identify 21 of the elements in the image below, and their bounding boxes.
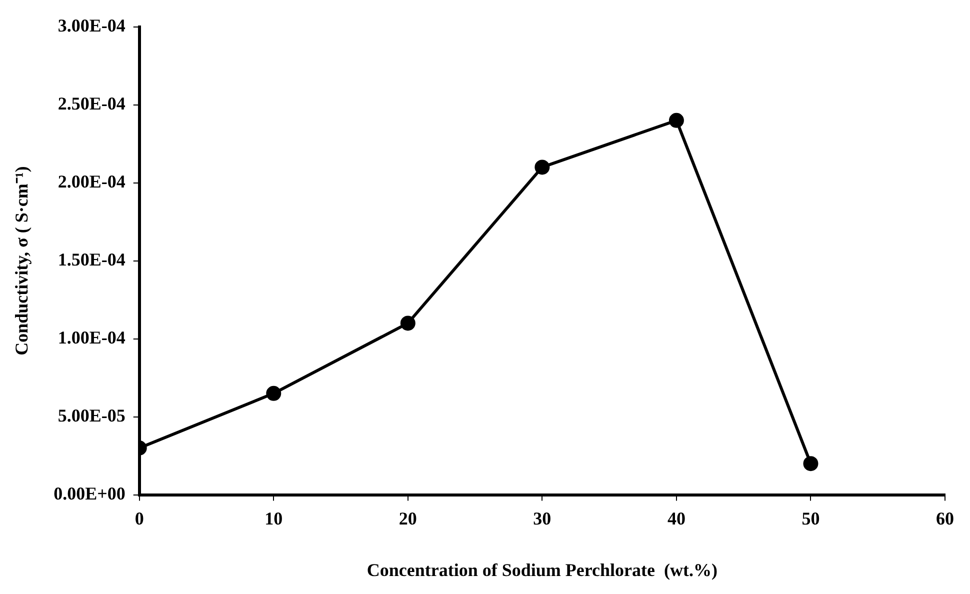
x-tick-label: 60 — [936, 508, 954, 528]
y-tick-label: 3.00E-04 — [58, 15, 126, 36]
x-tick-label: 20 — [398, 508, 417, 528]
y-tick-label: 2.50E-04 — [58, 93, 126, 114]
x-tick-label: 0 — [134, 508, 144, 528]
point — [668, 112, 684, 128]
point — [266, 386, 282, 401]
y-tick-label: 2.00E-04 — [58, 171, 126, 192]
x-tick-label: 30 — [533, 508, 552, 528]
point — [803, 456, 818, 472]
y-tick-label: 5.00E-05 — [58, 405, 126, 426]
point — [534, 160, 550, 175]
x-tick-label: 10 — [264, 508, 283, 528]
x-tick-label: 50 — [802, 508, 820, 528]
x-axis-title: Concentration of Sodium Perchlorate (wt.%) — [366, 560, 718, 580]
x-tick-label: 40 — [667, 508, 686, 528]
y-tick-label: 1.00E-04 — [58, 327, 126, 348]
y-tick-label: 1.50E-04 — [58, 249, 126, 270]
y-tick-label: 0.00E+00 — [54, 483, 126, 504]
y-axis-title: Conductivity, σ ( S·cm⁻¹) — [11, 166, 32, 356]
point — [400, 316, 416, 331]
